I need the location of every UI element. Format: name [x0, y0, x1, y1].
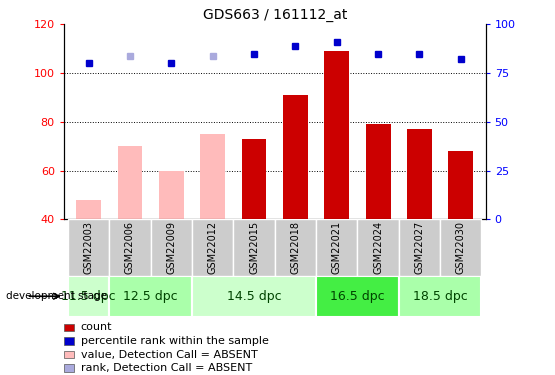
- Text: GSM22027: GSM22027: [415, 221, 425, 274]
- Text: development stage: development stage: [6, 291, 107, 301]
- Bar: [448, 151, 473, 219]
- Bar: [192, 219, 233, 276]
- Bar: [64, 351, 74, 358]
- Bar: [399, 219, 440, 276]
- Title: GDS663 / 161112_at: GDS663 / 161112_at: [203, 8, 347, 22]
- Text: GSM22030: GSM22030: [456, 221, 466, 274]
- Text: GSM22018: GSM22018: [290, 221, 300, 274]
- Bar: [366, 124, 391, 219]
- Bar: [64, 364, 74, 372]
- Text: 14.5 dpc: 14.5 dpc: [227, 290, 281, 303]
- Bar: [64, 324, 74, 331]
- Bar: [150, 219, 192, 276]
- Bar: [283, 95, 308, 219]
- Bar: [275, 219, 316, 276]
- Text: GSM22015: GSM22015: [249, 221, 259, 274]
- Text: 11.5 dpc: 11.5 dpc: [61, 290, 116, 303]
- Bar: [316, 219, 357, 276]
- Bar: [109, 219, 150, 276]
- Bar: [118, 146, 143, 219]
- Text: rank, Detection Call = ABSENT: rank, Detection Call = ABSENT: [80, 363, 252, 373]
- Text: GSM22021: GSM22021: [332, 221, 342, 274]
- Bar: [357, 219, 399, 276]
- Bar: [68, 276, 109, 317]
- Bar: [64, 337, 74, 345]
- Bar: [76, 200, 101, 219]
- Text: GSM22003: GSM22003: [84, 221, 94, 274]
- Bar: [440, 219, 482, 276]
- Bar: [159, 171, 184, 219]
- Bar: [316, 276, 399, 317]
- Text: GSM22006: GSM22006: [125, 221, 135, 274]
- Bar: [233, 219, 275, 276]
- Text: GSM22009: GSM22009: [166, 221, 176, 274]
- Text: 16.5 dpc: 16.5 dpc: [330, 290, 385, 303]
- Text: count: count: [80, 322, 112, 332]
- Text: GSM22024: GSM22024: [373, 221, 383, 274]
- Text: 18.5 dpc: 18.5 dpc: [413, 290, 467, 303]
- Bar: [399, 276, 482, 317]
- Bar: [241, 139, 266, 219]
- Text: 12.5 dpc: 12.5 dpc: [123, 290, 178, 303]
- Text: value, Detection Call = ABSENT: value, Detection Call = ABSENT: [80, 350, 258, 360]
- Bar: [200, 134, 225, 219]
- Text: percentile rank within the sample: percentile rank within the sample: [80, 336, 269, 346]
- Bar: [407, 129, 432, 219]
- Bar: [324, 51, 349, 219]
- Bar: [109, 276, 192, 317]
- Bar: [192, 276, 316, 317]
- Bar: [68, 219, 109, 276]
- Text: GSM22012: GSM22012: [208, 221, 218, 274]
